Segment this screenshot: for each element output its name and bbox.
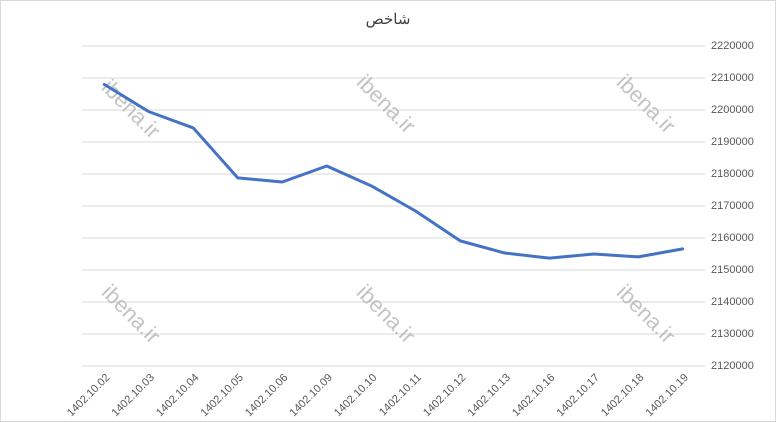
y-tick-label: 2210000 [711,72,754,84]
y-tick-label: 2170000 [711,200,754,212]
data-line [102,82,685,260]
y-tick-label: 2140000 [711,296,754,308]
y-tick-label: 2200000 [711,104,754,116]
y-tick-label: 2120000 [711,360,754,372]
y-tick-label: 2190000 [711,136,754,148]
chart-title: شاخص [366,11,411,28]
y-tick-label: 2180000 [711,168,754,180]
y-tick-label: 2130000 [711,328,754,340]
y-tick-label: 2150000 [711,264,754,276]
y-tick-label: 2220000 [711,40,754,52]
y-tick-label: 2160000 [711,232,754,244]
